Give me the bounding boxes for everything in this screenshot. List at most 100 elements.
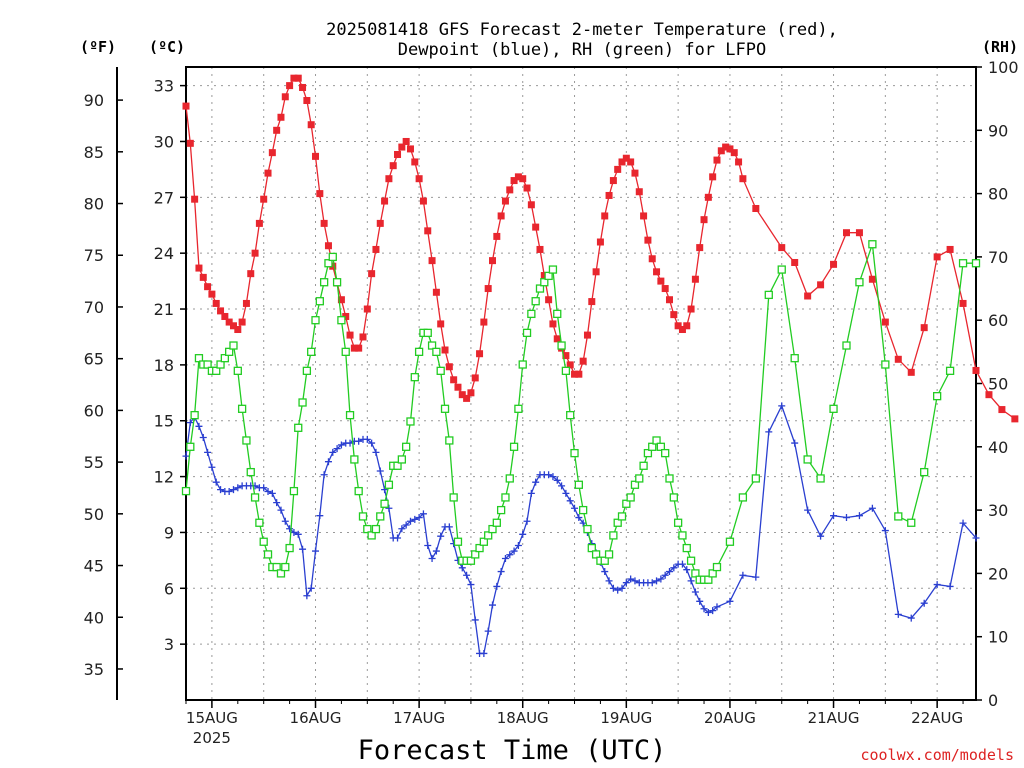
credit-text: coolwx.com/models xyxy=(860,746,1014,764)
dewpoint-point xyxy=(299,545,307,553)
dewpoint-point xyxy=(355,437,363,445)
dewpoint-point xyxy=(234,484,242,492)
dewpoint-point xyxy=(411,515,419,523)
dewpoint-point xyxy=(765,428,773,436)
rh-point xyxy=(643,448,653,458)
dewpoint-point xyxy=(670,564,678,572)
dewpoint-point xyxy=(260,484,268,492)
dewpoint-point xyxy=(726,597,734,605)
temperature-point xyxy=(972,366,980,374)
temperature-point xyxy=(717,147,725,155)
temperature-point xyxy=(432,288,440,296)
temperature-point xyxy=(424,227,432,235)
temperature-point xyxy=(627,158,635,166)
temperature-point xyxy=(506,186,514,194)
temperature-point xyxy=(722,143,730,151)
temperature-point xyxy=(562,352,570,360)
dewpoint-point xyxy=(312,547,320,555)
dewpoint-point xyxy=(501,555,509,563)
temperature-point xyxy=(700,216,708,224)
rh-point xyxy=(501,493,510,502)
rh-point xyxy=(855,278,864,287)
temperature-point xyxy=(381,197,389,205)
rh-tick-label: 100 xyxy=(988,58,1019,77)
temperature-point xyxy=(644,236,652,244)
temperature-point xyxy=(242,299,250,307)
temperature-point xyxy=(868,275,876,283)
temperature-point xyxy=(406,145,414,153)
celsius-tick-label: 33 xyxy=(154,77,174,96)
temperature-point xyxy=(268,149,276,157)
temperature-point xyxy=(476,350,484,358)
dewpoint-point xyxy=(307,584,315,592)
dewpoint-point xyxy=(204,448,212,456)
x-tick-label: 18AUG xyxy=(497,709,549,727)
rh-point xyxy=(233,366,242,375)
rh-tick-label: 80 xyxy=(988,185,1008,204)
rh-point xyxy=(402,442,411,451)
temperature-point xyxy=(549,320,557,328)
temperature-point xyxy=(501,197,509,205)
temperature-point xyxy=(480,318,488,326)
dewpoint-point xyxy=(946,582,954,590)
temperature-point xyxy=(894,355,902,363)
rh-point xyxy=(263,550,273,559)
dewpoint-point xyxy=(225,487,233,495)
rh-point xyxy=(725,537,735,546)
temperature-point xyxy=(428,257,436,265)
rh-point xyxy=(445,436,454,445)
rh-point xyxy=(613,518,622,527)
dewpoint-point xyxy=(333,445,341,453)
rh-point xyxy=(307,347,316,357)
temperature-point xyxy=(294,74,302,82)
dewpoint-point xyxy=(562,489,570,497)
temperature-point xyxy=(648,255,656,263)
rh-point xyxy=(682,543,691,553)
rh-point xyxy=(669,493,678,502)
rh-point xyxy=(557,341,566,350)
rh-point xyxy=(587,543,596,553)
rh-axis-label: (RH) xyxy=(982,38,1018,56)
dewpoint-point xyxy=(855,512,863,520)
dewpoint-point xyxy=(519,530,527,538)
temperature-point xyxy=(182,102,190,110)
celsius-axis-label: (ºC) xyxy=(149,38,185,56)
rh-point xyxy=(181,486,191,496)
rh-point xyxy=(518,360,527,369)
fahrenheit-tick-label: 45 xyxy=(84,557,104,576)
dewpoint-point xyxy=(817,532,825,540)
rh-point xyxy=(579,505,588,515)
rh-point xyxy=(255,518,264,527)
grid-lines xyxy=(186,67,976,700)
fahrenheit-tick-label: 50 xyxy=(84,505,104,524)
dewpoint-point xyxy=(627,575,635,583)
temperature-point xyxy=(596,238,604,246)
dewpoint-point xyxy=(294,530,302,538)
rh-point xyxy=(298,398,307,407)
rh-point xyxy=(376,512,385,521)
dewpoint-point xyxy=(290,528,298,536)
rh-point xyxy=(790,354,799,363)
temperature-point xyxy=(579,357,587,365)
dewpoint-point xyxy=(463,571,471,579)
temperature-point xyxy=(303,97,311,105)
dewpoint-point xyxy=(678,560,686,568)
temperature-point xyxy=(238,318,246,326)
temperature-point xyxy=(804,292,812,300)
rh-tick-label: 40 xyxy=(988,438,1008,457)
temperature-point xyxy=(855,229,863,237)
temperature-point xyxy=(437,320,445,328)
rh-point xyxy=(250,493,260,502)
axes xyxy=(116,66,982,708)
fahrenheit-tick-label: 80 xyxy=(84,195,104,214)
fahrenheit-tick-label: 35 xyxy=(84,660,104,679)
dewpoint-point xyxy=(286,525,294,533)
rh-point xyxy=(449,493,458,502)
dewpoint-point xyxy=(385,504,393,512)
rh-point xyxy=(777,265,786,274)
rh-point xyxy=(225,347,234,357)
dewpoint-point xyxy=(665,568,673,576)
temperature-point xyxy=(281,93,289,101)
temperature-point xyxy=(933,253,941,261)
temperature-point xyxy=(359,333,367,341)
